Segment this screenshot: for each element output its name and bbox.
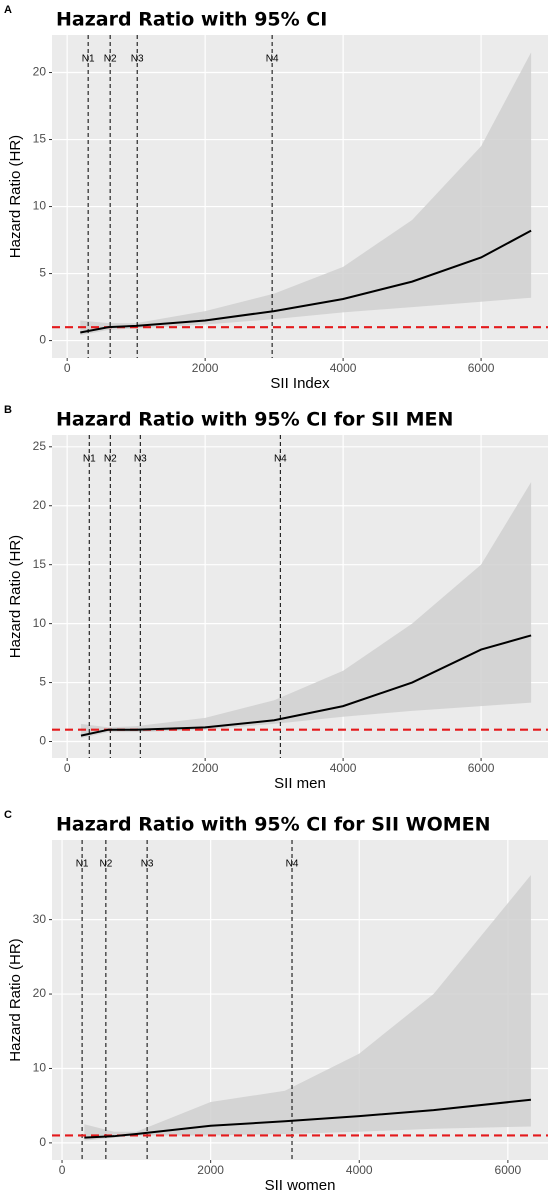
y-axis-label: Hazard Ratio (HR) xyxy=(7,135,24,258)
reference-label: N4 xyxy=(266,54,279,65)
confidence-band xyxy=(80,52,532,336)
x-tick-label: 6000 xyxy=(468,361,495,375)
y-tick-label: 15 xyxy=(33,132,47,146)
x-tick-label: 2000 xyxy=(192,761,219,775)
reference-label: N1 xyxy=(82,54,95,65)
x-axis-label: SII women xyxy=(265,1177,336,1194)
reference-label: N4 xyxy=(274,454,287,465)
y-tick-label: 25 xyxy=(33,439,47,453)
x-tick-label: 4000 xyxy=(346,1163,373,1177)
y-tick-label: 15 xyxy=(33,557,47,571)
chart-title: Hazard Ratio with 95% CI xyxy=(56,9,327,31)
y-tick-label: 20 xyxy=(33,986,47,1000)
y-tick-label: 10 xyxy=(33,199,47,213)
y-axis-label: Hazard Ratio (HR) xyxy=(7,938,24,1061)
y-axis-label: Hazard Ratio (HR) xyxy=(7,535,24,658)
x-tick-label: 6000 xyxy=(495,1163,522,1177)
x-tick-label: 2000 xyxy=(197,1163,224,1177)
y-tick-label: 0 xyxy=(39,1135,46,1149)
reference-label: N3 xyxy=(131,54,144,65)
reference-label: N4 xyxy=(286,859,299,870)
panel: A Hazard Ratio with 95% CI SII Index Hazard… xyxy=(4,4,548,392)
reference-label: N2 xyxy=(104,54,117,65)
hr-curve xyxy=(84,1098,532,1139)
y-tick-label: 20 xyxy=(33,498,47,512)
chart-title: Hazard Ratio with 95% CI for SII WOMEN xyxy=(56,814,491,836)
plot-content xyxy=(52,35,548,358)
hr-curve xyxy=(80,229,532,334)
x-tick-label: 0 xyxy=(59,1163,66,1177)
x-axis-label: SII men xyxy=(274,775,326,792)
reference-label: N3 xyxy=(141,859,154,870)
reference-label: N3 xyxy=(134,454,147,465)
panel-label: A xyxy=(4,4,12,16)
plot-content xyxy=(52,435,548,758)
reference-label: N2 xyxy=(104,454,117,465)
y-tick-label: 10 xyxy=(33,1061,47,1075)
panel: B Hazard Ratio with 95% CI for SII MEN SII… xyxy=(4,404,548,792)
panel-label: B xyxy=(4,404,12,416)
panel: C Hazard Ratio with 95% CI for SII WOMEN S… xyxy=(4,809,548,1194)
y-tick-label: 5 xyxy=(39,266,46,280)
hr-curve xyxy=(80,634,532,737)
x-tick-label: 4000 xyxy=(330,761,357,775)
y-tick-label: 5 xyxy=(39,675,46,689)
x-tick-label: 4000 xyxy=(330,361,357,375)
confidence-band xyxy=(80,482,532,738)
x-tick-label: 0 xyxy=(64,361,71,375)
x-tick-label: 0 xyxy=(64,761,71,775)
plot-content xyxy=(52,840,548,1160)
y-tick-label: 10 xyxy=(33,616,47,630)
y-tick-label: 0 xyxy=(39,333,46,347)
x-axis-label: SII Index xyxy=(270,375,330,392)
y-tick-label: 30 xyxy=(33,912,47,926)
reference-label: N1 xyxy=(76,859,89,870)
y-tick-label: 20 xyxy=(33,65,47,79)
chart-title: Hazard Ratio with 95% CI for SII MEN xyxy=(56,409,453,431)
y-tick-label: 0 xyxy=(39,734,46,748)
x-tick-label: 2000 xyxy=(192,361,219,375)
confidence-band xyxy=(84,874,531,1141)
x-tick-label: 6000 xyxy=(468,761,495,775)
reference-label: N2 xyxy=(99,859,112,870)
reference-label: N1 xyxy=(83,454,96,465)
panel-label: C xyxy=(4,809,12,821)
